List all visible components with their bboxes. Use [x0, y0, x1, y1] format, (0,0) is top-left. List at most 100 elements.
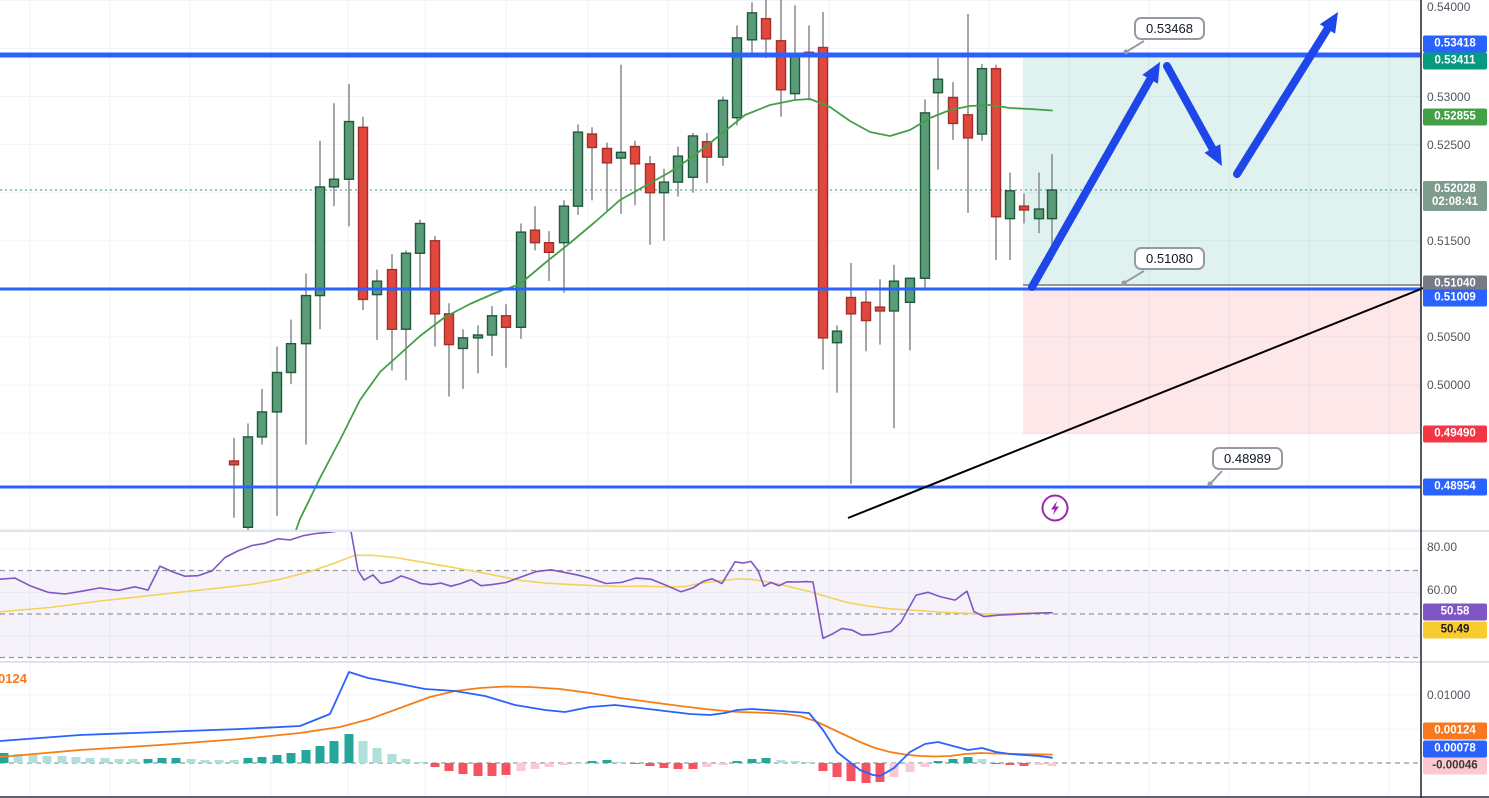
price-callout-label[interactable]: 0.53468 [1134, 17, 1205, 40]
macd-histogram-bar [473, 763, 483, 776]
candle [572, 131, 584, 207]
candle [1046, 189, 1058, 220]
candle [343, 120, 355, 180]
macd-histogram-bar [229, 760, 239, 763]
macd-histogram-bar [977, 758, 987, 763]
hline-price-badge[interactable]: 0.48954 [1423, 478, 1487, 496]
axis-tick-label: 0.54000 [1427, 0, 1471, 14]
flash-icon[interactable] [1041, 494, 1069, 522]
rsi-ma-value-badge[interactable]: 50.49 [1423, 621, 1487, 639]
candle [658, 181, 670, 194]
macd-cutoff-value-label: 0124 [0, 671, 27, 686]
candle [228, 460, 240, 466]
macd-histogram-bar [186, 758, 196, 763]
macd-histogram-bar [0, 753, 9, 763]
position-entry-badge[interactable]: 0.51040 [1423, 275, 1487, 293]
macd-histogram-bar [761, 757, 771, 763]
horizontal-line[interactable] [0, 52, 1421, 58]
macd-histogram-bar [1019, 763, 1029, 766]
macd-histogram-bar [688, 763, 698, 769]
candle [760, 17, 772, 40]
macd-histogram-bar [100, 757, 110, 763]
projection-arrows[interactable] [1028, 12, 1338, 291]
candle [817, 46, 829, 339]
macd-line-badge[interactable]: 0.00078 [1423, 740, 1487, 758]
macd-histogram-bar [13, 754, 23, 763]
candle [558, 205, 570, 244]
macd-histogram-bar [1047, 763, 1057, 767]
hline-price-badge[interactable]: 0.51009 [1423, 289, 1487, 307]
ema-value-badge[interactable]: 0.52855 [1423, 108, 1487, 126]
macd-histogram-bar [358, 741, 368, 763]
macd-histogram-bar [905, 763, 915, 772]
rsi-pane [0, 531, 1421, 659]
macd-histogram-bar [85, 757, 95, 763]
candle [357, 126, 369, 301]
candle [629, 145, 641, 165]
hline-price-badge[interactable]: 0.53418 [1423, 35, 1487, 53]
position-target-badge[interactable]: 0.53411 [1423, 52, 1487, 70]
candle [543, 241, 555, 254]
macd-histogram-bar [372, 748, 382, 763]
trend-line[interactable] [847, 286, 1427, 519]
axis-tick-label: 0.50500 [1427, 330, 1471, 344]
horizontal-line[interactable] [0, 485, 1421, 489]
candle [601, 147, 613, 164]
macd-histogram-bar [790, 761, 800, 763]
candle [271, 371, 283, 413]
macd-histogram-bar [286, 753, 296, 763]
macd-histogram-bar [458, 763, 468, 775]
macd-histogram-bar [387, 754, 397, 763]
macd-signal-badge[interactable]: 0.00124 [1423, 722, 1487, 740]
macd-histogram-bar [401, 758, 411, 763]
macd-histogram-bar [963, 757, 973, 763]
candle [529, 229, 541, 244]
long-position-tool[interactable] [1023, 58, 1421, 434]
candle [775, 40, 787, 91]
macd-histogram-bar [28, 754, 38, 763]
axis-tick-label: 0.50000 [1427, 378, 1471, 392]
macd-histogram-bar [501, 763, 511, 775]
price-callout-label[interactable]: 0.48989 [1212, 447, 1283, 470]
macd-histogram-bar [329, 741, 339, 763]
candle [256, 411, 268, 438]
axis-tick-label: 0.53000 [1427, 90, 1471, 104]
macd-histogram-bar [630, 763, 640, 765]
macd-histogram-bar [1034, 763, 1044, 765]
position-stop-badge[interactable]: 0.49490 [1423, 425, 1487, 443]
rsi-value-badge[interactable]: 50.58 [1423, 603, 1487, 621]
candle [874, 306, 886, 312]
macd-histogram-bar [530, 763, 540, 769]
axis-tick-label: 60.00 [1427, 583, 1458, 597]
macd-histogram-bar [1005, 763, 1015, 765]
candlestick-series [228, 0, 1058, 531]
macd-histogram-bar [128, 758, 138, 763]
candle [746, 12, 758, 41]
macd-histogram-bar [948, 758, 958, 763]
candle [1033, 208, 1045, 220]
macd-hist-badge[interactable]: -0.00046 [1423, 757, 1487, 775]
candle [443, 313, 455, 346]
macd-histogram-bar [315, 745, 325, 763]
macd-histogram-bar [301, 750, 311, 763]
price-callout-label[interactable]: 0.51080 [1134, 247, 1205, 270]
macd-histogram-bar [645, 763, 655, 766]
current-price-badge[interactable]: 0.52028 02:08:41 [1423, 181, 1487, 211]
macd-histogram-bar [114, 758, 124, 763]
horizontal-line[interactable] [0, 287, 1421, 291]
macd-histogram-bar [71, 757, 81, 763]
candle [860, 301, 872, 322]
macd-histogram-bar [272, 754, 282, 763]
candle [831, 330, 843, 344]
axis-tick-label: 0.51500 [1427, 234, 1471, 248]
candle [586, 133, 598, 149]
candle [888, 280, 900, 312]
macd-histogram-bar [171, 757, 181, 763]
candle [731, 37, 743, 119]
candle [990, 67, 1002, 218]
candle [386, 268, 398, 330]
macd-histogram-bar [573, 763, 583, 765]
macd-histogram-bar [920, 763, 930, 768]
